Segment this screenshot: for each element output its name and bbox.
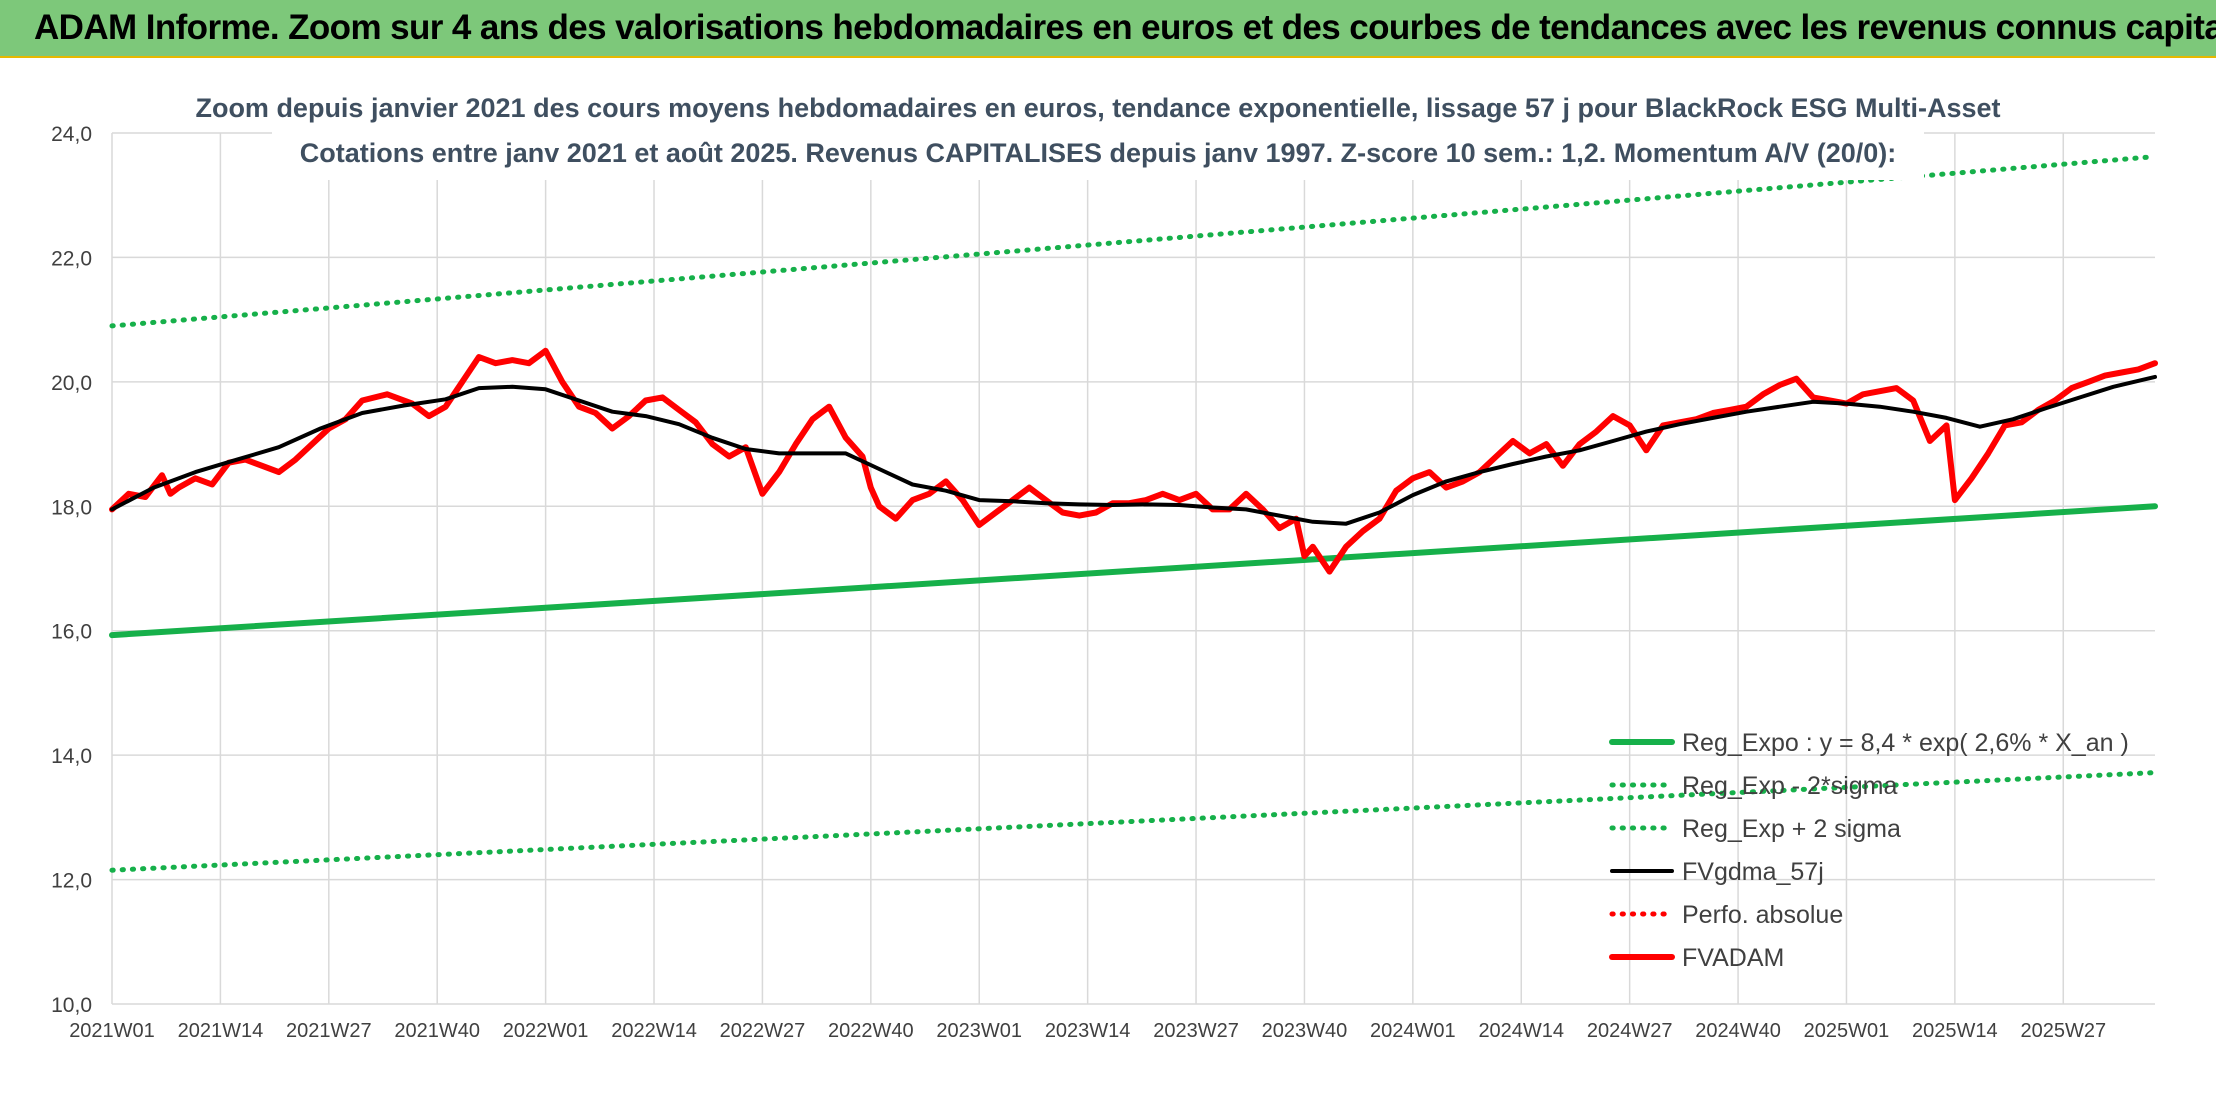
y-tick-label: 12,0 (51, 870, 92, 893)
legend-label-1: Reg_Exp - 2*sigma (1682, 772, 1897, 800)
x-tick-label: 2024W14 (1478, 1020, 1564, 1042)
y-tick-label: 16,0 (51, 621, 92, 644)
x-tick-label: 2023W14 (1045, 1020, 1131, 1042)
series-line-1 (109, 770, 2158, 873)
x-tick-label: 2021W27 (286, 1020, 372, 1042)
chart-subtitle: Cotations entre janv 2021 et août 2025. … (300, 138, 1897, 168)
x-tick-label: 2022W27 (720, 1020, 806, 1042)
legend-label-2: Reg_Exp + 2 sigma (1682, 815, 1901, 843)
x-tick-label: 2024W01 (1370, 1020, 1456, 1042)
chart-area: 10,0 12,0 14,0 16,0 18,0 20,0 22,0 24,0 2021W01… (0, 58, 2216, 1102)
chart-title: Zoom depuis janvier 2021 des cours moyen… (195, 93, 2000, 123)
series-line-3 (110, 374, 2157, 526)
x-tick-label: 2024W27 (1587, 1020, 1673, 1042)
x-tick-label: 2021W40 (394, 1020, 480, 1042)
x-tick-label: 2023W40 (1262, 1020, 1348, 1042)
x-tick-label: 2025W27 (2020, 1020, 2106, 1042)
chart-legend: Reg_Expo : y = 8,4 * exp( 2,6% * X_an ) R… (1609, 729, 2129, 972)
y-tick-label: 24,0 (51, 123, 92, 146)
y-tick-label: 20,0 (51, 372, 92, 395)
y-tick-label: 18,0 (51, 496, 92, 519)
x-tick-label: 2024W40 (1695, 1020, 1781, 1042)
y-tick-label: 14,0 (51, 745, 92, 768)
line-chart: 10,0 12,0 14,0 16,0 18,0 20,0 22,0 24,0 2021W01… (0, 58, 2216, 1102)
legend-label-3: FVgdma_57j (1682, 858, 1824, 886)
series-line-0 (109, 503, 2158, 639)
x-tick-label: 2023W27 (1153, 1020, 1239, 1042)
y-axis-ticks: 10,0 12,0 14,0 16,0 18,0 20,0 22,0 24,0 (51, 123, 92, 1017)
x-tick-label: 2022W40 (828, 1020, 914, 1042)
legend-label-0: Reg_Expo : y = 8,4 * exp( 2,6% * X_an ) (1682, 729, 2129, 757)
series-lines (109, 154, 2158, 873)
x-tick-label: 2021W01 (69, 1020, 155, 1042)
chart-titles: Zoom depuis janvier 2021 des cours moyen… (195, 82, 2001, 180)
report-banner-title: ADAM Informe. Zoom sur 4 ans des valoris… (34, 8, 2216, 47)
legend-label-4: Perfo. absolue (1682, 901, 1843, 929)
x-axis-ticks: 2021W01 2021W14 2021W27 2021W40 2022W01 2022W… (69, 1020, 2106, 1042)
chart-background (0, 58, 2216, 1102)
x-tick-label: 2025W01 (1804, 1020, 1890, 1042)
report-banner: ADAM Informe. Zoom sur 4 ans des valoris… (0, 0, 2216, 58)
y-tick-label: 10,0 (51, 994, 92, 1017)
x-tick-label: 2022W01 (503, 1020, 589, 1042)
x-tick-label: 2021W14 (178, 1020, 264, 1042)
title-backdrop (272, 82, 1924, 180)
x-tick-label: 2023W01 (936, 1020, 1022, 1042)
y-tick-label: 22,0 (51, 247, 92, 270)
legend-label-5: FVADAM (1682, 944, 1784, 972)
x-tick-label: 2025W14 (1912, 1020, 1998, 1042)
series-line-5 (109, 347, 2158, 575)
gridlines (111, 132, 2155, 1005)
x-tick-label: 2022W14 (611, 1020, 697, 1042)
